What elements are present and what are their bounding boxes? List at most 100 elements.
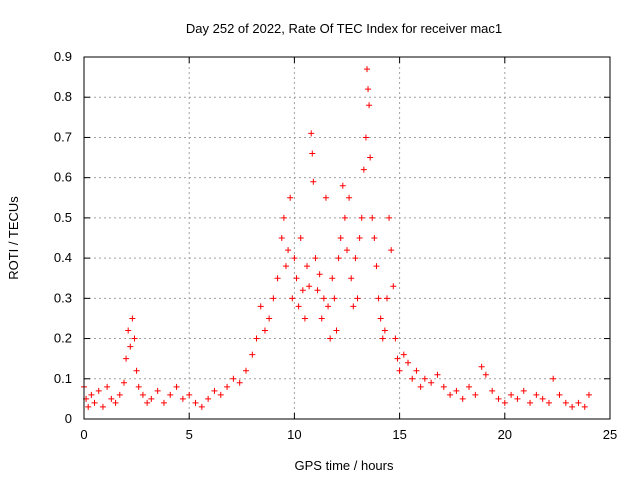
data-point: [327, 335, 334, 342]
data-point: [211, 387, 218, 394]
data-point: [545, 399, 552, 406]
x-axis-ticks: 0 5 10 15 20 25: [80, 57, 617, 442]
data-point: [409, 375, 416, 382]
data-point: [390, 283, 397, 290]
data-point: [381, 327, 388, 334]
data-point: [379, 335, 386, 342]
y-tick-label: 0.1: [54, 371, 72, 386]
data-point: [383, 295, 390, 302]
data-point: [369, 214, 376, 221]
data-point: [394, 355, 401, 362]
data-point: [293, 275, 300, 282]
data-point: [556, 391, 563, 398]
data-point: [339, 182, 346, 189]
data-point: [285, 247, 292, 254]
grid-lines: [84, 57, 610, 419]
data-point: [478, 363, 485, 370]
data-point: [527, 399, 534, 406]
data-point: [280, 214, 287, 221]
data-point: [224, 383, 231, 390]
data-point: [581, 403, 588, 410]
data-point: [131, 335, 138, 342]
data-point: [373, 263, 380, 270]
data-point: [358, 214, 365, 221]
data-point: [362, 134, 369, 141]
chart-title: Day 252 of 2022, Rate Of TEC Index for r…: [186, 21, 502, 36]
data-point: [396, 367, 403, 374]
data-point: [413, 367, 420, 374]
data-point: [440, 383, 447, 390]
data-point: [314, 287, 321, 294]
data-point: [253, 335, 260, 342]
data-point: [261, 327, 268, 334]
data-point: [236, 379, 243, 386]
data-point: [352, 255, 359, 262]
y-tick-label: 0: [65, 411, 72, 426]
data-point: [329, 275, 336, 282]
data-point: [363, 66, 370, 73]
data-point: [562, 399, 569, 406]
y-tick-label: 0.4: [54, 250, 72, 265]
data-point: [421, 375, 428, 382]
data-point: [495, 395, 502, 402]
data-point: [575, 399, 582, 406]
data-point: [160, 399, 167, 406]
data-point: [333, 327, 340, 334]
data-point: [257, 303, 264, 310]
x-axis-label: GPS time / hours: [295, 458, 394, 473]
data-point: [428, 379, 435, 386]
data-point: [123, 355, 130, 362]
data-point: [104, 383, 111, 390]
x-tick-label: 5: [186, 427, 193, 442]
data-point: [135, 383, 142, 390]
data-point: [309, 150, 316, 157]
data-point: [337, 235, 344, 241]
data-point: [85, 403, 92, 410]
data-point: [198, 403, 205, 410]
data-point: [392, 335, 399, 342]
data-point: [325, 303, 332, 310]
data-point: [278, 235, 285, 241]
data-point: [331, 295, 338, 302]
data-point: [356, 235, 363, 241]
data-point: [179, 395, 186, 402]
data-point: [266, 315, 273, 322]
y-tick-label: 0.8: [54, 89, 72, 104]
data-point: [299, 287, 306, 294]
data-point: [230, 375, 237, 382]
data-point: [316, 271, 323, 278]
x-tick-label: 10: [287, 427, 301, 442]
x-tick-label: 20: [498, 427, 512, 442]
data-point: [434, 371, 441, 378]
data-point: [99, 403, 106, 410]
data-point: [569, 403, 576, 410]
data-point: [501, 399, 508, 406]
data-point: [297, 235, 304, 241]
data-point: [386, 214, 393, 221]
data-point: [472, 391, 479, 398]
data-point: [129, 315, 136, 322]
data-point: [301, 315, 308, 322]
data-point: [144, 399, 151, 406]
data-point: [310, 178, 317, 185]
data-points: [81, 66, 592, 410]
data-point: [539, 395, 546, 402]
y-tick-label: 0.9: [54, 49, 72, 64]
y-axis-ticks: 0 0.1 0.2 0.3 0.4 0.5 0.6 0.7 0.8 0.9: [54, 49, 610, 426]
data-point: [289, 295, 296, 302]
data-point: [295, 303, 302, 310]
data-point: [335, 255, 342, 262]
x-tick-label: 15: [392, 427, 406, 442]
data-point: [125, 327, 132, 334]
data-point: [533, 391, 540, 398]
data-point: [318, 315, 325, 322]
data-point: [367, 154, 374, 161]
data-point: [249, 351, 256, 358]
data-point: [91, 399, 98, 406]
data-point: [344, 247, 350, 254]
data-point: [400, 351, 407, 358]
data-point: [346, 194, 353, 201]
data-point: [320, 295, 327, 302]
data-point: [308, 130, 315, 137]
data-point: [173, 383, 180, 390]
